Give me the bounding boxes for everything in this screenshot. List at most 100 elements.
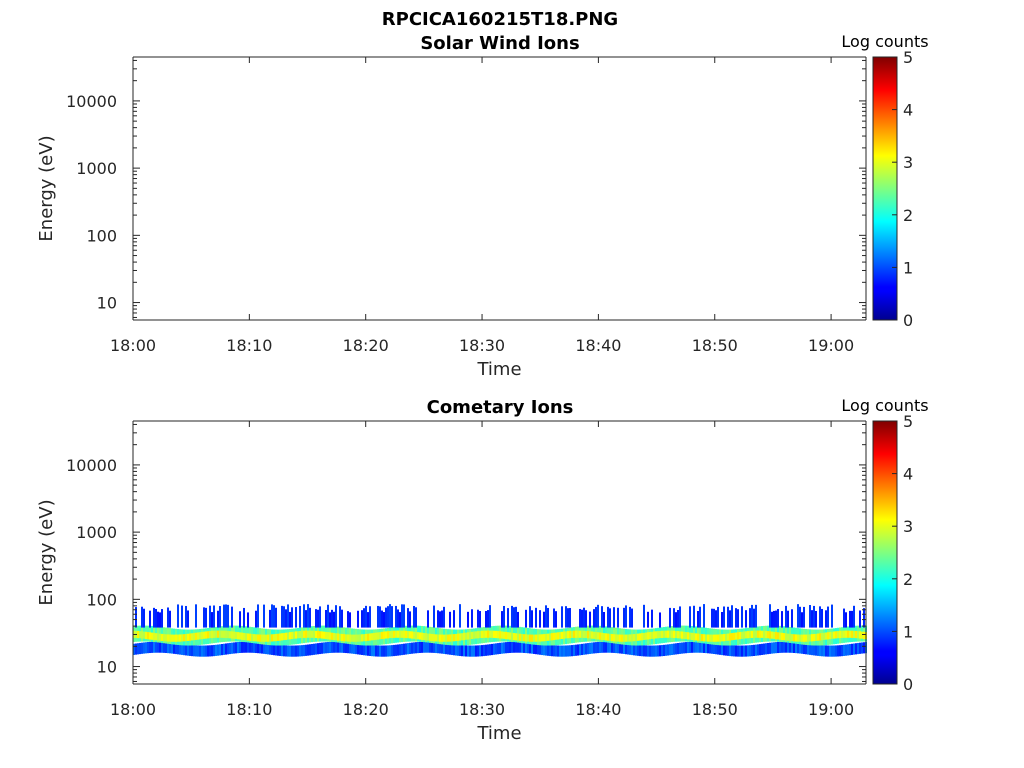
spectrogram-cell [839,645,841,657]
spectrogram-cell [331,632,333,640]
spectrogram-cell [301,645,303,657]
spectrogram-cell [555,611,557,628]
spectrogram-cell [565,645,567,657]
spectrogram-cell [309,630,311,638]
spectrogram-cell [267,643,269,655]
spectrogram-cell [785,641,787,653]
spectrogram-cell [769,604,771,628]
spectrogram-cell [159,641,161,653]
spectrogram-cell [563,645,565,657]
spectrogram-cell [181,643,183,655]
spectrogram-cell [677,643,679,655]
spectrogram-cell [721,634,723,642]
spectrogram-cell [739,631,741,640]
spectrogram-cell [169,642,171,654]
spectrogram-cell [461,645,463,657]
spectrogram-cell [395,630,397,638]
spectrogram-cell [223,630,225,638]
spectrogram-cell [447,634,449,642]
spectrogram-cell [647,632,649,640]
spectrogram-cell [589,611,591,628]
spectrogram-cell [299,605,301,628]
spectrogram-cell [853,605,855,628]
spectrogram-cell [569,607,571,628]
spectrogram-cell [437,642,439,654]
colorbar-tick-label: 4 [903,101,913,120]
spectrogram-cell [313,630,315,638]
spectrogram-cell [491,643,493,656]
spectrogram-cell [357,610,359,628]
spectrogram-cell [319,606,321,628]
spectrogram-cell [291,631,293,640]
spectrogram-cell [861,642,863,654]
x-tick-label: 18:30 [459,336,505,355]
spectrogram-cell [535,643,537,655]
spectrogram-cell [759,630,761,638]
spectrogram-cell [437,634,439,642]
spectrogram-cell [269,609,271,628]
spectrogram-cell [827,645,829,657]
spectrogram-cell [399,612,401,628]
y-tick-label: 10 [97,658,117,677]
spectrogram-cell [673,643,675,655]
spectrogram-cell [783,641,785,653]
spectrogram-cell [249,633,251,641]
spectrogram-cell [217,630,219,638]
spectrogram-cell [567,631,569,639]
spectrogram-cell [715,634,717,642]
spectrogram-cell [617,634,619,642]
spectrogram-cell [133,643,135,655]
spectrogram-cell [531,610,533,628]
spectrogram-cell [669,644,671,656]
spectrogram-cell [741,645,743,657]
spectrogram-cell [643,632,645,641]
spectrogram-cell [387,631,389,639]
spectrogram-cell [303,644,305,657]
spectrogram-cell [695,633,697,641]
spectrogram-cell [617,642,619,654]
spectrogram-cell [407,608,409,628]
spectrogram-cell [313,643,315,655]
spectrogram-cell [439,611,441,628]
spectrogram-cell [613,641,615,653]
spectrogram-cell [281,644,283,657]
spectrogram-cell [385,645,387,657]
spectrogram-cell [231,631,233,639]
spectrogram-cell [671,630,673,638]
spectrogram-cell [753,644,755,656]
spectrogram-cell [543,611,545,628]
spectrogram-cell [369,606,371,628]
spectrogram-cell [499,642,501,654]
spectrogram-cell [849,610,851,628]
spectrogram-cell [201,645,203,657]
spectrogram-cell [217,644,219,656]
spectrogram-cell [807,634,809,642]
spectrogram-cell [309,644,311,656]
spectrogram-cell [601,641,603,653]
spectrogram-cell [259,642,261,654]
spectrogram-cell [583,643,585,655]
spectrogram-cell [329,632,331,640]
spectrogram-cell [841,644,843,657]
spectrogram-cell [673,630,675,638]
spectrogram-cell [367,633,369,641]
spectrogram-cell [653,645,655,657]
spectrogram-cell [669,630,671,638]
spectrogram-cell [545,633,547,642]
spectrogram-cell [287,604,289,628]
spectrogram-cell [183,644,185,656]
spectrogram-cell [825,645,827,657]
spectrogram-cell [727,633,729,641]
spectrogram-cell [307,630,309,638]
spectrogram-cell [383,612,385,628]
colorbar-tick-label: 2 [903,206,913,225]
spectrogram-cell [249,641,251,653]
spectrogram-cell [631,608,633,628]
spectrogram-cell [629,634,631,642]
spectrogram-cell [397,609,399,628]
spectrogram-cell [491,630,493,638]
spectrogram-cell [171,642,173,654]
spectrogram-cell [703,604,705,628]
spectrogram-cell [767,642,769,655]
spectrogram-cell [715,610,717,628]
